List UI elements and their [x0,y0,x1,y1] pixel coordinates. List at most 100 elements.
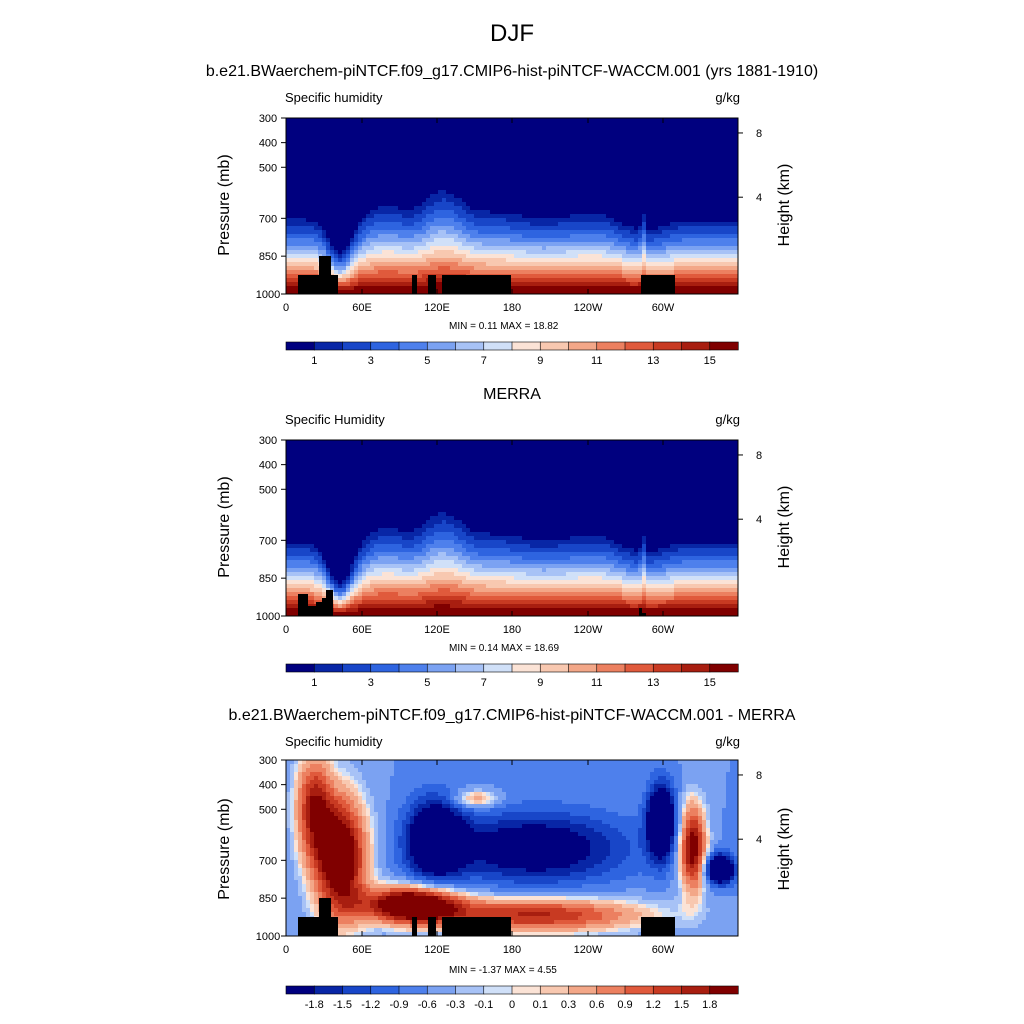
topography-mask [428,917,436,936]
y-tick-label: 500 [259,804,277,816]
colorbar-swatch [455,985,485,995]
colorbar-label: 5 [424,355,430,367]
colorbar-label: 3 [368,677,374,689]
y-tick-label: 700 [259,213,277,225]
x-tick-label: 60E [352,624,372,636]
colorbar-label: 0.3 [561,999,576,1011]
x-tick-label: 0 [283,302,289,314]
y-tick-label: 400 [259,138,277,150]
colorbar-swatch [398,341,428,351]
colorbar-label: 3 [368,355,374,367]
colorbar-label: 0.1 [533,999,548,1011]
panel3-colorbar: -1.8 -1.5 -1.2 -0.9 -0.6 -0.3 -0.1 0 0.1 0.3 0.6 0.… [285,985,739,1011]
y2-tick-label: 8 [756,770,762,782]
x-tick-label: 120E [424,624,450,636]
topography-mask [308,606,316,616]
colorbar-label: 11 [591,355,602,367]
topography-mask [412,275,417,294]
x-tick-label: 120W [574,624,603,636]
colorbar-swatch [285,985,315,995]
topography-mask [442,917,511,936]
y2-tick-label: 8 [756,128,762,140]
colorbar-label: 7 [481,355,487,367]
topography-mask [641,275,675,294]
colorbar-swatch [539,341,570,351]
colorbar-label: 5 [424,677,430,689]
y-tick-label: 500 [259,162,277,174]
x-tick-label: 0 [283,944,289,956]
panel2-minmax: MIN = 0.14 MAX = 18.69 [449,643,560,654]
colorbar-label: 9 [537,355,543,367]
colorbar-label: 15 [704,355,716,367]
colorbar-swatch [511,985,541,995]
colorbar-label: 9 [537,677,543,689]
y-tick-label: 500 [259,484,277,496]
colorbar-label: -0.3 [446,999,465,1011]
colorbar-swatch [652,341,683,351]
colorbar-swatch [539,663,570,673]
colorbar-swatch [455,663,485,673]
colorbar-swatch [596,341,626,351]
y-tick-label: 700 [259,855,277,867]
panel3-variable-label: Specific humidity [285,734,383,749]
topography-mask [322,598,326,616]
panel1-variable-label: Specific humidity [285,90,383,105]
colorbar-swatch [370,985,400,995]
y2-tick-label: 4 [756,514,762,526]
colorbar-swatch [426,341,457,351]
colorbar-swatch [709,985,739,995]
x-tick-label: 180 [503,624,521,636]
colorbar-label: 1.8 [702,999,717,1011]
colorbar-swatch [426,663,457,673]
topography-mask [641,917,675,936]
colorbar-swatch [398,985,428,995]
colorbar-swatch [398,663,428,673]
colorbar-swatch [709,341,739,351]
x-tick-label: 120E [424,302,450,314]
x-tick-label: 0 [283,624,289,636]
topography-mask [319,256,331,275]
x-tick-label: 120W [574,302,603,314]
y-tick-label: 850 [259,893,277,905]
x-tick-label: 60E [352,302,372,314]
topography-mask [326,590,333,616]
y2-tick-label: 4 [756,834,762,846]
colorbar-swatch [652,663,683,673]
colorbar-swatch [624,341,654,351]
x-tick-label: 60W [652,944,675,956]
x-tick-label: 60W [652,302,675,314]
y-tick-label: 1000 [256,289,280,301]
colorbar-swatch [511,341,541,351]
y2-tick-label: 4 [756,192,762,204]
y-tick-label: 300 [259,113,277,125]
colorbar-swatch [285,663,315,673]
colorbar-label: 11 [591,677,602,689]
panel3-minmax: MIN = -1.37 MAX = 4.55 [449,965,557,976]
panel2-variable-label: Specific Humidity [285,412,385,427]
x-tick-label: 120W [574,944,603,956]
y-tick-label: 400 [259,780,277,792]
colorbar-swatch [511,663,541,673]
x-tick-label: 180 [503,944,521,956]
y-tick-label: 300 [259,755,277,767]
colorbar-swatch [681,341,711,351]
topography-mask [316,602,322,616]
y-tick-label: 700 [259,535,277,547]
y-tick-label: 400 [259,460,277,472]
colorbar-swatch [483,985,513,995]
colorbar-swatch [624,663,654,673]
topography-mask [428,275,436,294]
x-tick-label: 180 [503,302,521,314]
colorbar-swatch [568,985,598,995]
panel3-title: b.e21.BWaerchem-piNTCF.f09_g17.CMIP6-his… [228,707,796,724]
colorbar-swatch [285,341,315,351]
colorbar-label: 0.6 [589,999,604,1011]
topography-mask [642,613,646,616]
x-tick-label: 120E [424,944,450,956]
colorbar-swatch [342,341,372,351]
colorbar-swatch [342,663,372,673]
colorbar-label: 15 [704,677,716,689]
colorbar-label: 0 [509,999,515,1011]
colorbar-swatch [568,663,598,673]
y-tick-label: 850 [259,251,277,263]
